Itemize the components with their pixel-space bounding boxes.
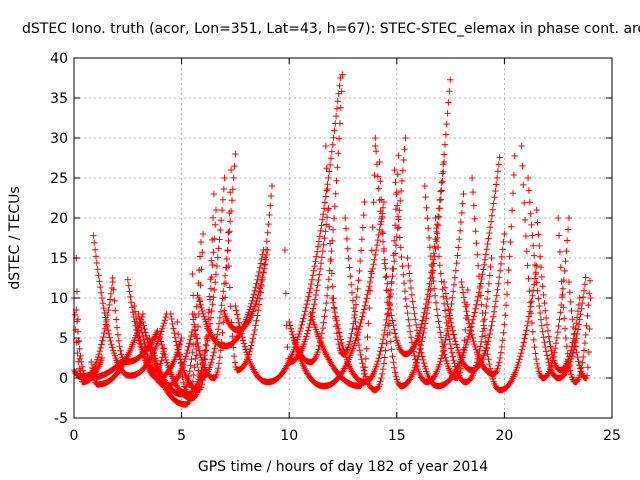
y-tick-label: 25 [50,171,68,187]
x-tick-label: 15 [388,428,406,444]
y-tick-label: -5 [54,411,68,427]
y-tick-label: 35 [50,91,68,107]
y-tick-label: 15 [50,251,68,267]
x-tick-label: 20 [495,428,513,444]
data-series-arc-24 [290,198,388,390]
x-tick-label: 5 [177,428,186,444]
data-series-arc-36 [468,174,540,394]
data-series-arc-28 [342,152,402,394]
plot-frame [73,57,613,419]
data-series-arc-39 [524,174,589,382]
y-tick-label: 0 [59,371,68,387]
x-tick-label: 10 [280,428,298,444]
x-tick-label: 0 [70,428,79,444]
data-series-arc-35 [440,230,508,374]
y-tick-label: 30 [50,131,68,147]
chart-title: dSTEC Iono. truth (acor, Lon=351, Lat=43… [22,21,640,37]
y-tick-label: 10 [50,291,68,307]
data-series-arc-27 [329,134,409,386]
data-series-arc-29 [372,76,454,358]
x-axis-label: GPS time / hours of day 182 of year 2014 [198,459,488,475]
data-series-arc-26 [307,142,379,390]
y-tick-label: 40 [50,51,68,67]
data-series-arc-37 [458,152,518,378]
y-tick-label: 20 [50,211,68,227]
x-tick-label: 25 [603,428,621,444]
data-marks [70,71,594,408]
y-axis-label: dSTEC / TECUs [7,186,23,289]
data-series-arc-31 [391,166,467,386]
data-series-arc-17 [189,166,235,382]
y-tick-label: 5 [59,331,68,347]
data-series-arc-42 [565,278,594,382]
